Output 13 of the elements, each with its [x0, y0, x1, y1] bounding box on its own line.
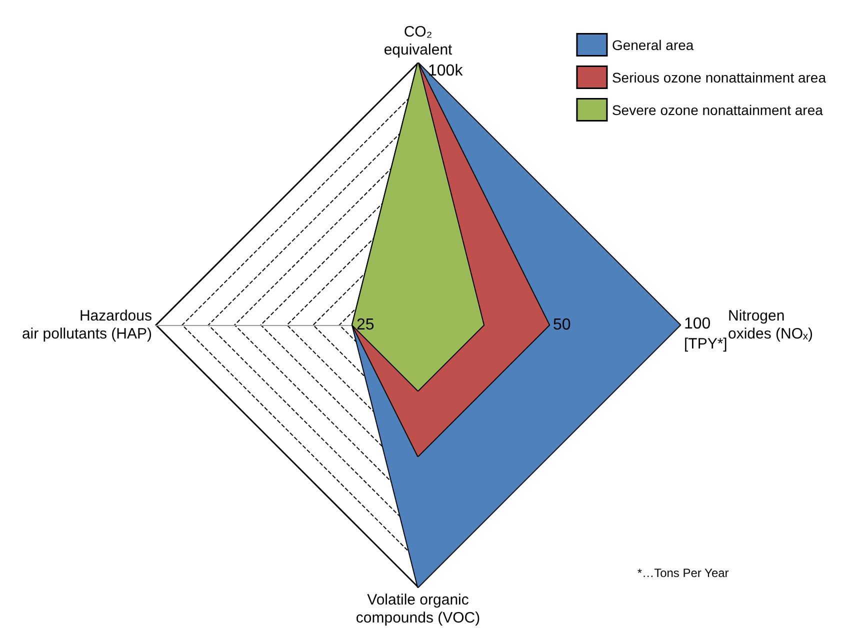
spoke-label: Nitrogen oxides (NOₓ) — [728, 308, 813, 342]
text: *…Tons Per Year — [637, 566, 729, 580]
text: [TPY*] — [684, 336, 728, 352]
text: 25 — [356, 316, 374, 334]
legend-label: Serious ozone nonattainment area — [612, 69, 826, 86]
spoke-label: Volatile organic compounds (VOC) — [356, 592, 480, 626]
text: 100 — [684, 316, 711, 332]
legend-label: General area — [612, 36, 694, 53]
legend-label: Severe ozone nonattainment area — [612, 102, 824, 118]
text: 50 — [553, 316, 571, 334]
text: 100k — [428, 62, 464, 80]
spoke-label: CO₂ equivalent — [384, 24, 454, 58]
spoke-label: Hazardous air pollutants (HAP) — [22, 308, 152, 342]
